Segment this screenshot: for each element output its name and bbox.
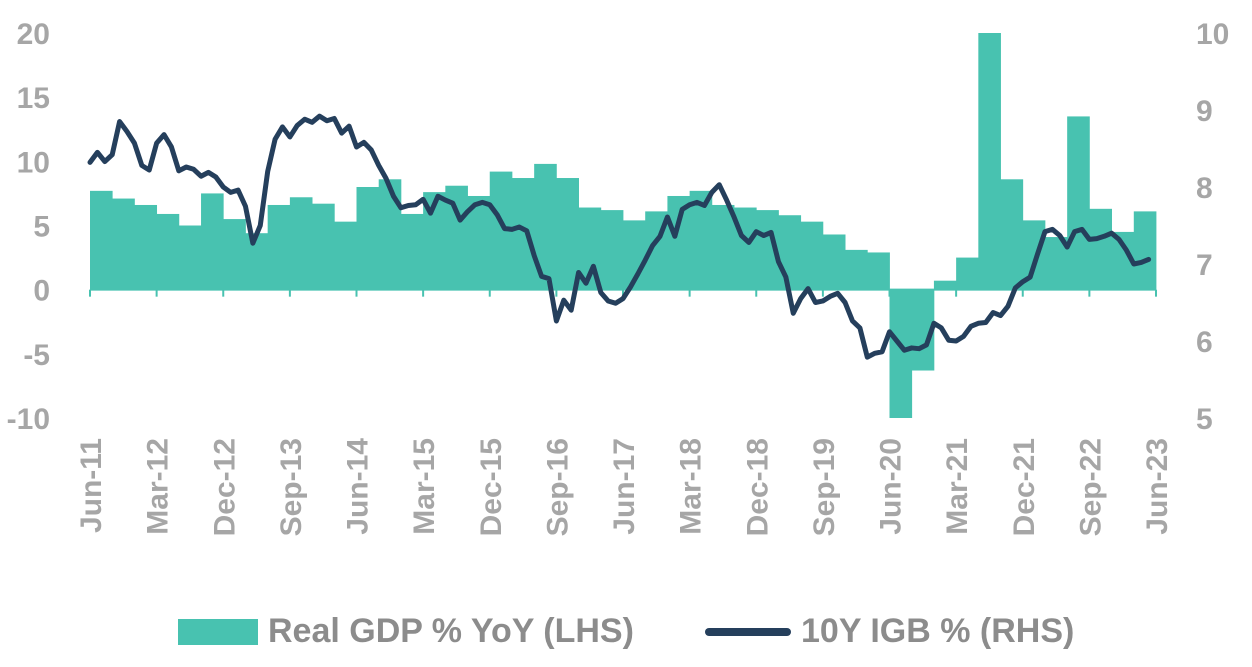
x-tick-label-14: Dec-21 (1008, 438, 1041, 536)
legend-swatch-gdp (178, 618, 258, 645)
gdp-bar-14 (400, 213, 424, 290)
left-axis-ticks: 20 15 10 5 0 -5 -10 (7, 18, 50, 436)
gdp-bar-8 (267, 204, 291, 290)
x-tick-label-11: Sep-19 (808, 438, 841, 536)
legend-item-gdp: Real GDP % YoY (LHS) (178, 612, 634, 651)
gdp-bar-19 (511, 178, 535, 290)
x-tick-label-9: Mar-18 (675, 438, 708, 535)
gdp-bar-34 (845, 249, 868, 290)
legend-label-igb: 10Y IGB % (RHS) (801, 612, 1075, 650)
right-tick-label-3: 7 (1196, 249, 1213, 282)
gdp-bar-6 (223, 219, 246, 290)
gdp-bar-36 (889, 289, 913, 418)
x-axis-ticks: Jun-11 Mar-12 Dec-12 Sep-13 Jun-14 Mar-15 Dec-… (75, 438, 1174, 537)
gdp-bar-2 (134, 204, 158, 290)
x-tick-label-5: Mar-15 (408, 438, 441, 535)
gdp-bar-39 (956, 257, 979, 290)
gdp-bar-13 (378, 179, 402, 290)
gdp-bar-23 (600, 210, 624, 290)
gdp-bar-32 (800, 221, 824, 290)
x-tick-label-15: Sep-22 (1074, 438, 1107, 536)
right-tick-label-1: 9 (1196, 95, 1213, 128)
gdp-bar-31 (778, 215, 802, 290)
gdp-bar-16 (445, 185, 468, 290)
gdp-bar-46 (1111, 231, 1135, 290)
gdp-bar-35 (867, 252, 890, 290)
gdp-bar-27 (689, 190, 713, 290)
left-tick-label-4: 0 (33, 275, 50, 308)
gdp-bar-42 (1022, 220, 1046, 290)
gdp-area-layer (90, 33, 1157, 418)
legend-swatch-igb (705, 627, 791, 636)
igb-line-layer (87, 113, 1152, 360)
gdp-bar-5 (201, 193, 224, 290)
gdp-bar-18 (489, 171, 513, 290)
gdp-bar-1 (112, 198, 135, 290)
x-tick-label-4: Jun-14 (342, 438, 375, 535)
gdp-bar-3 (156, 213, 180, 290)
left-tick-label-3: 5 (33, 211, 50, 244)
x-tick-label-1: Mar-12 (142, 438, 175, 535)
gdp-bar-10 (312, 203, 335, 290)
left-tick-label-6: -10 (7, 403, 50, 436)
x-tick-label-6: Dec-15 (475, 438, 508, 536)
x-tick-label-12: Jun-20 (875, 438, 908, 535)
gdp-bar-20 (534, 163, 557, 290)
gdp-bar-40 (978, 33, 1001, 290)
gdp-bar-15 (423, 192, 446, 290)
gdp-bar-4 (178, 225, 202, 290)
gdp-bar-0 (90, 190, 113, 290)
right-tick-label-0: 10 (1196, 18, 1229, 51)
gdp-bar-30 (756, 210, 779, 290)
gdp-bar-45 (1089, 208, 1112, 290)
gdp-bar-12 (356, 187, 380, 290)
x-tick-label-7: Sep-16 (541, 438, 574, 536)
gdp-bar-33 (822, 234, 846, 290)
right-tick-label-5: 5 (1196, 403, 1213, 436)
gdp-bar-26 (667, 195, 691, 290)
gdp-bar-9 (289, 197, 313, 290)
left-tick-label-1: 15 (17, 82, 50, 115)
gdp-bar-28 (711, 204, 735, 290)
gdp-bar-44 (1067, 116, 1090, 290)
x-tick-label-2: Dec-12 (208, 438, 241, 536)
right-tick-label-4: 6 (1196, 326, 1213, 359)
gdp-bar-43 (1044, 237, 1068, 290)
right-tick-label-2: 8 (1196, 172, 1213, 205)
axis-layer (89, 288, 1157, 297)
x-tick-label-3: Sep-13 (275, 438, 308, 536)
gdp-bar-41 (1000, 179, 1024, 290)
x-tick-label-8: Jun-17 (608, 438, 641, 535)
left-tick-label-5: -5 (23, 339, 50, 372)
gdp-bar-47 (1133, 211, 1157, 290)
right-axis-ticks: 10 9 8 7 6 5 (1196, 18, 1229, 436)
legend-label-gdp: Real GDP % YoY (LHS) (268, 612, 634, 650)
gdp-bar-7 (245, 233, 269, 290)
igb-line (87, 113, 1152, 360)
x-tick-label-13: Mar-21 (941, 438, 974, 535)
gdp-bar-17 (467, 195, 491, 290)
legend-item-igb: 10Y IGB % (RHS) (705, 612, 1074, 651)
x-tick-label-10: Dec-18 (741, 438, 774, 536)
left-tick-label-2: 10 (17, 146, 50, 179)
gdp-bar-11 (334, 221, 357, 290)
x-tick-label-16: Jun-23 (1141, 438, 1174, 535)
gdp-bar-21 (556, 178, 579, 290)
x-tick-label-0: Jun-11 (75, 438, 108, 533)
gdp-bar-38 (933, 280, 957, 290)
left-tick-label-0: 20 (17, 18, 50, 51)
